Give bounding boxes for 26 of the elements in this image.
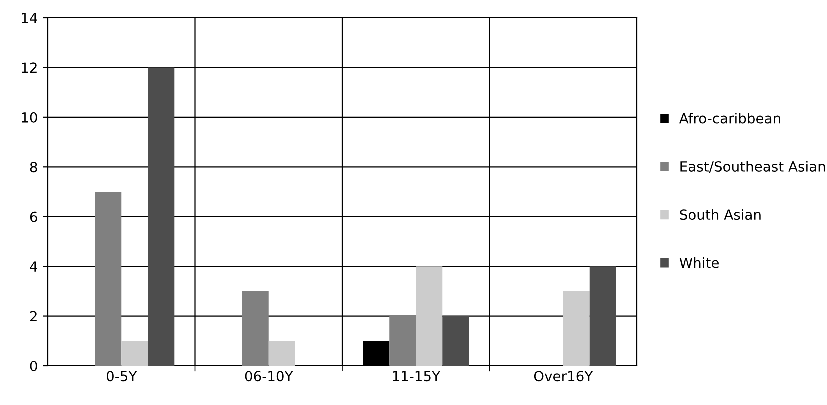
bar [95, 192, 122, 366]
legend-label: East/Southeast Asian [680, 161, 826, 174]
x-tick-label: Over16Y [534, 371, 594, 382]
bar [590, 266, 616, 366]
legend-label: Afro-caribbean [679, 113, 780, 124]
bar [122, 341, 148, 366]
y-tick-label: 14 [22, 13, 38, 24]
x-tick-label: 06-10Y [245, 371, 294, 382]
bar [148, 68, 175, 366]
y-tick-label: 8 [30, 162, 38, 173]
bar [390, 316, 416, 366]
legend-label: South Asian [680, 209, 761, 220]
y-tick-label: 0 [30, 360, 38, 372]
bar [563, 291, 590, 366]
bar [242, 291, 269, 366]
bar [416, 266, 443, 366]
bar [268, 341, 296, 366]
y-tick-label: 6 [30, 212, 38, 222]
bar [442, 316, 470, 366]
x-tick-label: 0-5Y [106, 371, 138, 382]
y-tick-label: 2 [30, 311, 37, 322]
y-tick-label: 10 [22, 112, 38, 123]
x-tick-label: 11-15Y [393, 371, 441, 382]
y-tick-label: 4 [30, 262, 38, 272]
legend-label: White [680, 258, 719, 268]
y-tick-label: 12 [22, 62, 37, 73]
